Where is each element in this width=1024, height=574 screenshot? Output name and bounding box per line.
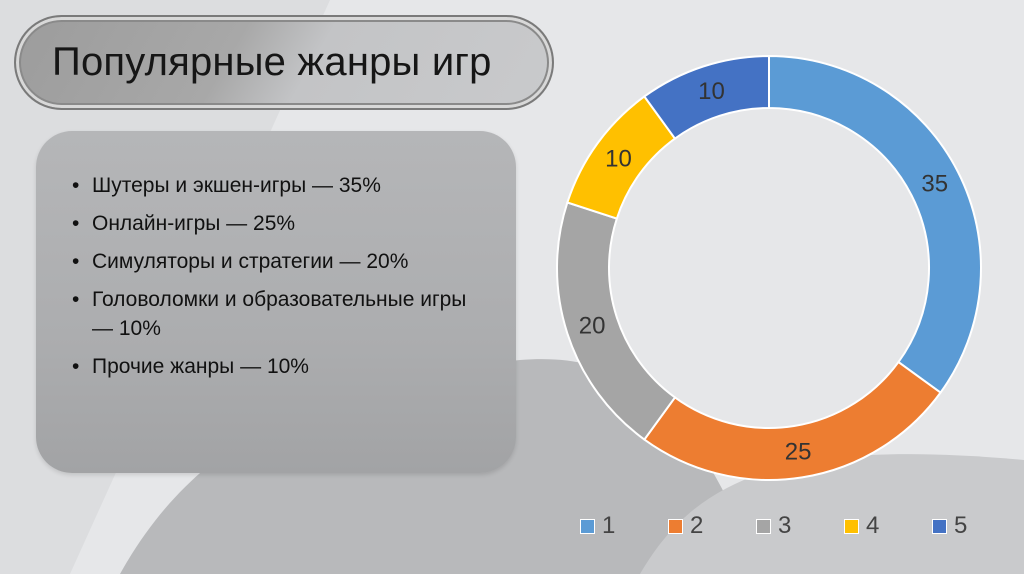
data-label: 25 bbox=[785, 439, 812, 466]
bullet-icon: • bbox=[72, 288, 80, 311]
bullet-icon: • bbox=[72, 250, 80, 273]
legend-swatch-icon bbox=[580, 518, 595, 534]
bullet-list: • Шутеры и экшен-игры — 35% • Онлайн-игры … bbox=[72, 171, 492, 390]
doughnut-segment-5 bbox=[642, 54, 770, 140]
list-item: • Головоломки и образовательные игры — 1… bbox=[72, 285, 492, 343]
list-item: • Симуляторы и стратегии — 20% bbox=[72, 247, 492, 276]
legend-swatch-icon bbox=[932, 518, 947, 534]
legend-item-3: 3 bbox=[756, 512, 844, 540]
list-item: • Прочие жанры — 10% bbox=[72, 352, 492, 381]
doughnut-chart-svg: 35 25 20 10 10 bbox=[556, 54, 982, 481]
bullet-icon: • bbox=[72, 355, 80, 378]
slide-title: Популярные жанры игр bbox=[52, 40, 492, 84]
legend-swatch-icon bbox=[668, 518, 683, 534]
data-label: 35 bbox=[921, 171, 948, 198]
data-label: 20 bbox=[579, 312, 606, 339]
data-label: 10 bbox=[698, 78, 725, 105]
legend-item-1: 1 bbox=[580, 512, 668, 540]
doughnut-chart: 35 25 20 10 10 bbox=[550, 40, 1000, 490]
list-item: • Шутеры и экшен-игры — 35% bbox=[72, 171, 492, 200]
legend-swatch-icon bbox=[844, 518, 859, 534]
legend-swatch-icon bbox=[756, 518, 771, 534]
legend-item-4: 4 bbox=[844, 512, 932, 540]
legend-item-2: 2 bbox=[668, 512, 756, 540]
bullet-icon: • bbox=[72, 174, 80, 197]
doughnut-segment-1 bbox=[768, 54, 982, 395]
chart-legend: 1 2 3 4 5 bbox=[580, 512, 1020, 540]
data-label: 10 bbox=[605, 146, 632, 173]
bullet-list-box: • Шутеры и экшен-игры — 35% • Онлайн-игры … bbox=[36, 131, 516, 473]
doughnut-segment-3 bbox=[556, 201, 677, 441]
bullet-icon: • bbox=[72, 212, 80, 235]
title-banner: Популярные жанры игр bbox=[14, 15, 554, 110]
list-item: • Онлайн-игры — 25% bbox=[72, 209, 492, 238]
legend-item-5: 5 bbox=[932, 512, 1020, 540]
